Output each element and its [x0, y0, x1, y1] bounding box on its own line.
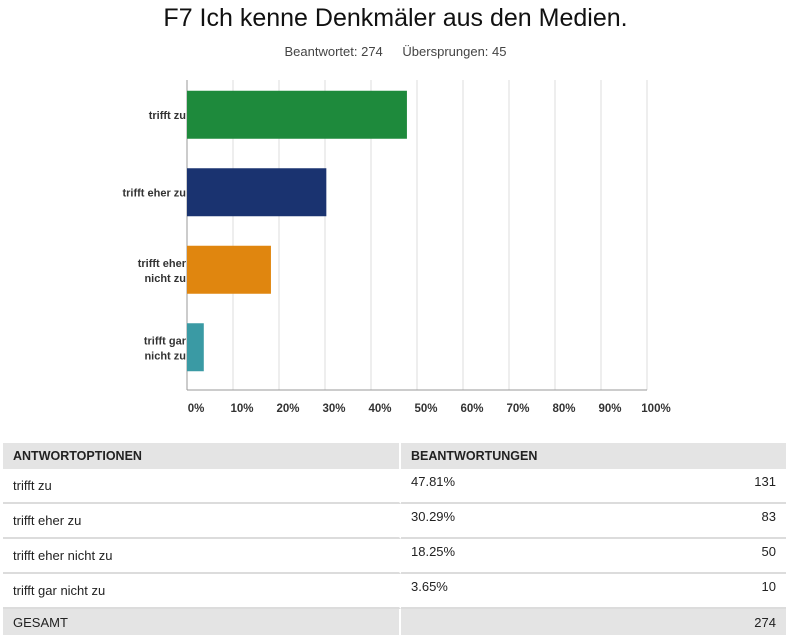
x-tick-label: 30% — [322, 403, 345, 415]
x-tick-label: 60% — [460, 403, 483, 415]
x-tick-label: 100% — [641, 403, 670, 415]
bar — [187, 323, 204, 372]
table-header-row: ANTWORTOPTIONEN BEANTWORTUNGEN — [3, 443, 786, 469]
bar — [187, 245, 271, 294]
row-percent: 18.25% — [411, 544, 456, 559]
header-responses: BEANTWORTUNGEN — [401, 443, 786, 469]
row-values: 47.81% 131 — [401, 469, 786, 504]
category-label: trifft gar nicht zu — [144, 335, 187, 362]
x-tick-label: 0% — [188, 403, 205, 415]
x-tick-label: 10% — [230, 403, 253, 415]
row-count: 50 — [761, 544, 776, 559]
chart-title: F7 Ich kenne Denkmäler aus den Medien. — [163, 4, 628, 32]
row-count: 131 — [754, 474, 776, 489]
x-tick-label: 70% — [506, 403, 529, 415]
x-tick-label: 90% — [598, 403, 621, 415]
bar — [187, 168, 327, 217]
row-label: trifft eher nicht zu — [3, 539, 401, 574]
response-table: ANTWORTOPTIONEN BEANTWORTUNGEN trifft zu… — [3, 443, 786, 635]
category-label: trifft eher nicht zu — [138, 258, 187, 285]
x-tick-label: 50% — [414, 403, 437, 415]
row-percent: 30.29% — [411, 509, 456, 524]
row-values: 30.29% 83 — [401, 504, 786, 539]
row-percent: 47.81% — [411, 474, 456, 489]
row-values: 18.25% 50 — [401, 539, 786, 574]
response-summary: Beantwortet: 274 Übersprungen: 45 — [0, 44, 791, 59]
row-count: 10 — [761, 579, 776, 594]
x-tick-label: 20% — [276, 403, 299, 415]
table-row: trifft gar nicht zu 3.65% 10 — [3, 574, 786, 609]
answered-count: Beantwortet: 274 — [284, 44, 383, 59]
row-label: trifft gar nicht zu — [3, 574, 401, 609]
table-row: trifft eher nicht zu 18.25% 50 — [3, 539, 786, 574]
row-values: 3.65% 10 — [401, 574, 786, 609]
category-label: trifft zu — [149, 110, 186, 122]
category-label: trifft eher zu — [122, 187, 186, 199]
skipped-count: Übersprungen: 45 — [402, 44, 507, 59]
table-row: trifft zu 47.81% 131 — [3, 469, 786, 504]
row-percent: 3.65% — [411, 579, 448, 594]
row-label: trifft eher zu — [3, 504, 401, 539]
x-tick-label: 40% — [368, 403, 391, 415]
row-count: 83 — [761, 509, 776, 524]
table-row: trifft eher zu 30.29% 83 — [3, 504, 786, 539]
header-answer-options: ANTWORTOPTIONEN — [3, 443, 401, 469]
bar-chart: 0% 10% 20% 30% 40% 50% 60% 70% 80% 90% 100% trifft … — [122, 80, 671, 415]
x-tick-label: 80% — [552, 403, 575, 415]
bar — [187, 90, 407, 139]
row-label: trifft zu — [3, 469, 401, 504]
